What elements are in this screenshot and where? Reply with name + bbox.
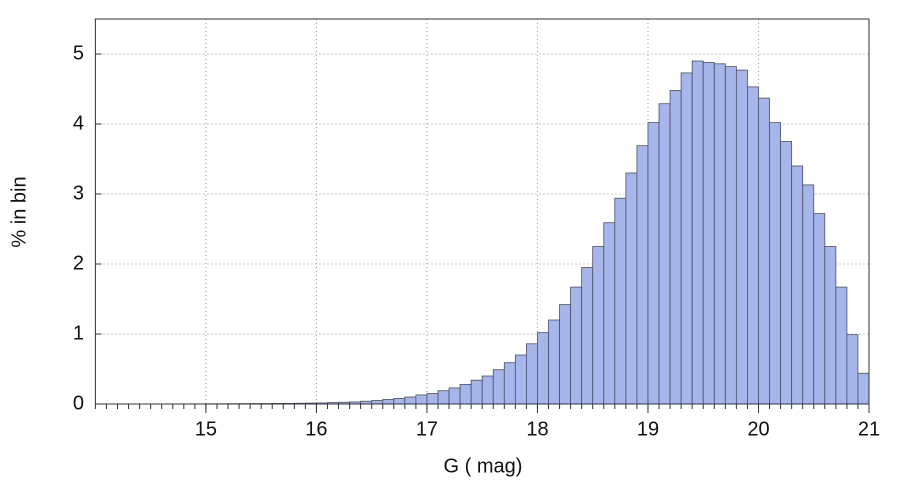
x-axis-label: G ( mag)	[444, 455, 523, 477]
bar	[846, 334, 859, 405]
bar	[526, 343, 538, 405]
bar	[813, 213, 826, 405]
bar	[647, 122, 660, 405]
bar	[537, 332, 549, 405]
bar	[426, 393, 439, 405]
bar	[559, 304, 572, 405]
x-tick-label: 16	[305, 418, 327, 440]
bar	[625, 172, 638, 405]
y-tick-label: 0	[73, 392, 84, 414]
y-tick-label: 5	[73, 42, 84, 64]
bar	[769, 122, 781, 405]
bar	[503, 362, 516, 405]
bar	[824, 246, 837, 405]
y-tick-label: 4	[73, 112, 84, 134]
bar	[747, 86, 759, 405]
bar	[802, 184, 815, 405]
y-axis-label: % in bin	[8, 176, 30, 247]
y-tick-label: 2	[73, 252, 84, 274]
bar	[791, 165, 804, 405]
bar	[548, 319, 560, 405]
bar	[702, 62, 715, 405]
bar	[404, 396, 417, 405]
bar	[371, 400, 384, 405]
bar	[724, 66, 737, 405]
bar	[459, 383, 472, 405]
bar	[570, 286, 583, 405]
bar	[603, 222, 616, 405]
x-tick-label: 18	[526, 418, 548, 440]
x-tick-label: 20	[747, 418, 769, 440]
plot-frame	[94, 18, 870, 405]
y-tick-label: 1	[73, 322, 84, 344]
bar	[680, 72, 693, 405]
bar	[636, 145, 649, 405]
bar	[780, 141, 793, 405]
bar	[581, 267, 594, 405]
bar	[735, 69, 748, 405]
bar	[448, 387, 461, 405]
bar	[415, 394, 428, 405]
bar	[382, 399, 395, 405]
bar	[481, 375, 494, 405]
bar	[614, 197, 627, 405]
bar	[691, 60, 704, 405]
x-tick-label: 15	[195, 418, 217, 440]
x-tick-label: 19	[637, 418, 659, 440]
x-tick-label: 21	[858, 418, 880, 440]
y-tick-label: 3	[73, 182, 84, 204]
x-tick-label: 17	[416, 418, 438, 440]
bar	[514, 354, 527, 405]
bar	[669, 90, 682, 405]
bar	[835, 286, 848, 405]
bar	[658, 103, 671, 405]
bar	[592, 246, 605, 405]
bar	[393, 397, 406, 405]
bar	[437, 390, 450, 405]
bar	[857, 372, 870, 405]
bar	[470, 379, 483, 405]
bar	[492, 369, 505, 405]
bar	[758, 97, 770, 405]
bar	[713, 63, 726, 405]
